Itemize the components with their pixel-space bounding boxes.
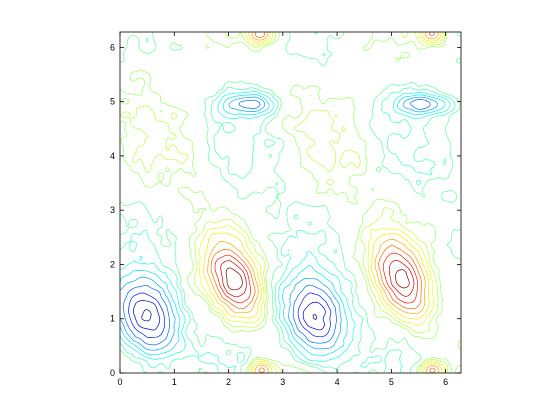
y-tick-label: 6 <box>110 42 115 52</box>
x-tick-label: 4 <box>335 377 340 387</box>
x-axis: 0 1 2 3 4 5 6 <box>117 32 448 387</box>
contour-level-2 <box>128 292 332 338</box>
x-tick-label: 1 <box>172 377 177 387</box>
contour-level-8 <box>119 31 462 374</box>
x-tick-label: 5 <box>389 377 394 387</box>
y-axis: 0 1 2 3 4 5 6 <box>110 42 461 378</box>
contour-level-15 <box>214 252 419 304</box>
x-tick-label: 3 <box>280 377 285 387</box>
y-tick-label: 4 <box>110 151 115 161</box>
x-tick-label: 6 <box>443 377 448 387</box>
contour-lines <box>119 31 462 374</box>
contour-level-6 <box>119 91 451 363</box>
contour-level-9 <box>119 31 462 374</box>
contour-level-5 <box>119 93 446 356</box>
y-tick-label: 2 <box>110 259 115 269</box>
contour-level-0 <box>141 309 317 322</box>
contour-level-12 <box>203 31 443 374</box>
contour-level-7 <box>119 31 462 374</box>
y-tick-label: 5 <box>110 97 115 107</box>
contour-level-11 <box>198 31 446 374</box>
x-tick-label: 2 <box>226 377 231 387</box>
contour-level-14 <box>210 31 436 373</box>
contour-level-1 <box>132 300 326 331</box>
y-tick-label: 1 <box>110 314 115 324</box>
contour-level-16 <box>220 260 415 298</box>
contour-level-3 <box>123 99 431 346</box>
contour-level-4 <box>119 96 439 351</box>
x-tick-label: 0 <box>117 377 122 387</box>
contour-level-13 <box>207 31 440 374</box>
plot-frame <box>119 31 462 374</box>
y-tick-label: 3 <box>110 205 115 215</box>
contour-level-10 <box>121 31 449 374</box>
y-tick-label: 0 <box>110 368 115 378</box>
contour-level-17 <box>225 267 410 291</box>
